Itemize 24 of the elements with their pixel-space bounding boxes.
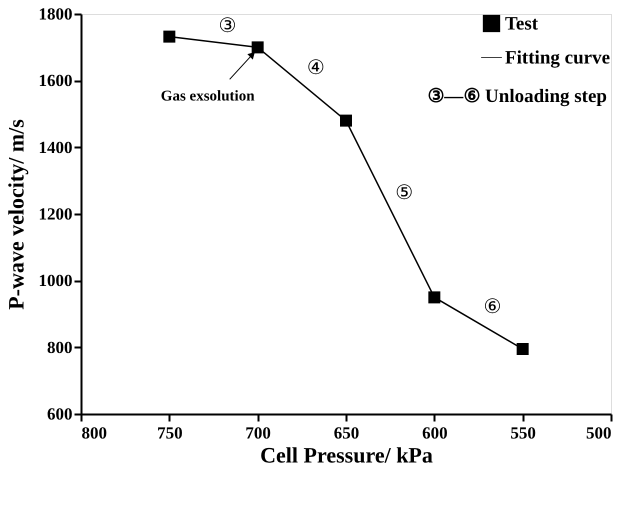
annotation: ③—⑥ Unloading step: [427, 86, 607, 107]
x-tick-label: 750: [157, 424, 183, 442]
y-tick-label: 1000: [38, 271, 72, 290]
annotation: ⑤: [395, 180, 414, 204]
y-tick-label: 600: [47, 404, 72, 424]
annotation: ③: [218, 13, 236, 37]
legend-label: Test: [505, 14, 539, 34]
annotation: ⑥: [484, 294, 502, 318]
y-tick-label: 1400: [38, 138, 72, 157]
x-tick-label: 800: [82, 424, 107, 442]
x-tick-label: 600: [422, 424, 448, 442]
x-axis-title: Cell Pressure/ kPa: [260, 442, 433, 468]
x-tick-label: 550: [510, 424, 536, 442]
y-tick-label: 1200: [38, 204, 72, 224]
annotation: Gas exsolution: [160, 88, 256, 104]
x-tick-label: 650: [334, 424, 360, 442]
legend-label: Fitting curve: [505, 48, 610, 68]
y-tick-label: 1800: [38, 4, 72, 24]
annotation: ④: [306, 55, 325, 79]
y-tick-label: 1600: [38, 71, 72, 90]
y-axis-title: P-wave velocity/ m/s: [4, 118, 28, 310]
y-tick-label: 800: [47, 338, 72, 357]
x-tick-label: 500: [586, 424, 612, 442]
x-tick-label: 700: [245, 424, 271, 442]
